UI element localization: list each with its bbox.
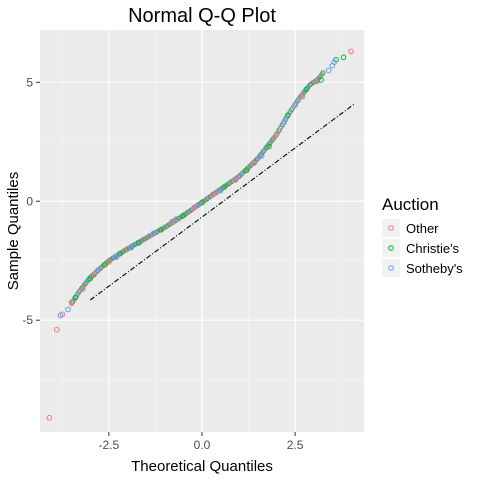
curve-point [320,70,326,76]
data-point [266,143,272,150]
legend-key [382,259,400,277]
data-point [124,246,131,252]
data-point [57,312,64,319]
curve-point [319,71,325,77]
legend-marker [388,225,394,231]
data-point [217,187,224,194]
legend-key [382,239,400,257]
data-point [117,250,123,257]
data-points [46,48,354,421]
data-point [299,93,306,100]
data-point [87,275,94,282]
chart-title: Normal Q-Q Plot [128,5,276,27]
data-point [195,202,202,208]
data-point [243,167,250,174]
data-point [303,86,310,93]
data-point [340,54,347,61]
data-point [318,77,324,83]
data-point [292,102,298,108]
data-point [150,230,157,237]
reference-line [89,103,356,301]
y-axis-label: Sample Quantiles [5,172,22,290]
legend-label: Other [406,221,439,236]
data-point [128,244,135,251]
y-axis-ticks: -5 0 5 [22,75,40,327]
legend: Auction Other Christie's Sotheby's [382,195,463,277]
x-tick-label: 0.0 [194,438,211,452]
y-tick-label: 5 [26,75,33,89]
reference-line-path [89,103,356,301]
data-point [273,131,280,138]
data-point [281,119,287,126]
legend-label: Sotheby's [406,261,463,276]
x-tick-label: 2.5 [287,438,304,452]
legend-marker [388,265,394,271]
x-axis-ticks: -2.5 0.0 2.5 [99,432,304,452]
legend-title: Auction [382,195,439,214]
x-axis-label: Theoretical Quantiles [131,458,273,475]
data-point [113,254,120,260]
data-point [236,173,243,180]
data-point [53,326,60,333]
data-point [221,184,228,190]
data-point [210,191,216,197]
data-point [158,227,164,233]
data-point [314,78,321,84]
y-tick-label: -5 [22,313,33,327]
y-tick-label: 0 [26,194,33,208]
data-point [325,67,332,74]
data-point [232,177,239,183]
legend-label: Christie's [406,241,460,256]
data-point [72,294,79,301]
data-point [258,153,265,159]
data-point [135,240,142,246]
legend-key [382,219,400,237]
data-point [173,216,179,222]
data-point [65,306,71,313]
x-tick-label: -2.5 [99,438,120,452]
data-point [251,160,257,167]
data-point [348,48,354,55]
data-point [284,112,291,119]
major-gridlines [40,30,364,432]
legend-marker [388,245,394,251]
data-point [46,414,53,421]
data-point [102,261,108,268]
data-point [180,212,187,219]
data-point [91,272,97,278]
data-point [80,286,86,293]
data-point [94,267,101,274]
data-point [331,59,338,65]
data-point [68,299,75,306]
